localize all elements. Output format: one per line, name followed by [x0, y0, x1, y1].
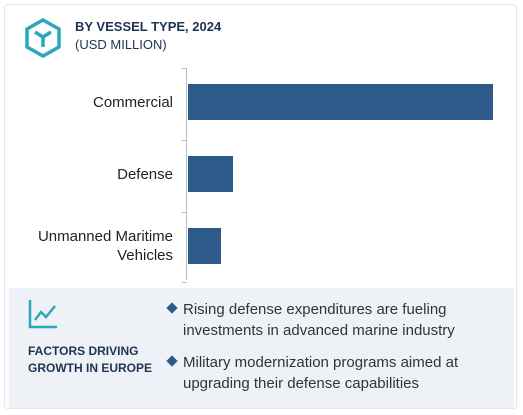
bullet: [166, 355, 178, 367]
factor-item: Rising defense expenditures are fueling …: [166, 299, 513, 341]
bar: [188, 84, 493, 120]
category-label: Commercial: [92, 93, 173, 111]
axis-tick: [182, 212, 187, 213]
chart-subtitle: (USD MILLION): [75, 37, 167, 52]
axis-tick: [182, 282, 187, 283]
bar: [188, 228, 221, 264]
chart-title: BY VESSEL TYPE, 2024: [75, 19, 222, 34]
factors-title: FACTORS DRIVING GROWTH IN EUROPE: [28, 344, 153, 375]
factors-panel: [9, 288, 514, 408]
axis-line: [186, 68, 187, 280]
factor-text: Rising defense expenditures are fueling …: [183, 301, 455, 339]
category-label: Defense: [117, 165, 173, 183]
factor-item: Military modernization programs aimed at…: [166, 352, 513, 394]
bullet: [166, 302, 178, 314]
logo-icon: [25, 18, 61, 58]
growth-icon: [28, 300, 57, 329]
axis-tick: [182, 140, 187, 141]
category-label: Unmanned Maritime Vehicles: [37, 228, 173, 264]
axis-tick: [182, 68, 187, 69]
factor-text: Military modernization programs aimed at…: [183, 354, 459, 392]
card: [4, 4, 517, 409]
bar: [188, 156, 233, 192]
